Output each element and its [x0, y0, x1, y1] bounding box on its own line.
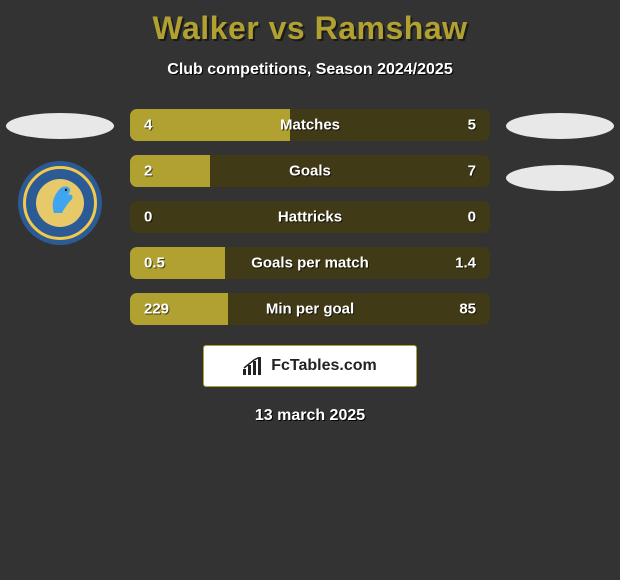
- stat-row: 229 85 Min per goal: [130, 293, 490, 325]
- footer-date: 13 march 2025: [0, 407, 620, 425]
- stat-label: Min per goal: [266, 301, 354, 318]
- stat-label: Goals: [289, 163, 331, 180]
- stat-row: 0.5 1.4 Goals per match: [130, 247, 490, 279]
- right-player-photo-placeholder: [506, 113, 614, 139]
- left-player-photo-placeholder: [6, 113, 114, 139]
- stat-right-value: 0: [468, 209, 476, 226]
- page-title: Walker vs Ramshaw: [0, 10, 620, 47]
- stat-row: 2 7 Goals: [130, 155, 490, 187]
- stat-bars: 4 5 Matches 2 7 Goals 0 0 Hattricks 0.5 1.4 Goals p…: [120, 109, 500, 325]
- linnet-bird-icon: [48, 183, 78, 219]
- stat-right-value: 1.4: [455, 255, 476, 272]
- comparison-infographic: Walker vs Ramshaw Club competitions, Sea…: [0, 10, 620, 580]
- stat-left-value: 2: [144, 163, 152, 180]
- stat-label: Matches: [280, 117, 340, 134]
- brand-text: FcTables.com: [271, 357, 377, 375]
- page-subtitle: Club competitions, Season 2024/2025: [0, 61, 620, 79]
- stat-bar-right: [210, 155, 490, 187]
- right-club-crest-placeholder: [506, 165, 614, 191]
- brand-badge[interactable]: FcTables.com: [203, 345, 417, 387]
- left-player-column: [0, 109, 120, 245]
- left-club-crest: [18, 161, 102, 245]
- stat-bar-left: [130, 155, 210, 187]
- stat-left-value: 0.5: [144, 255, 165, 272]
- stat-right-value: 5: [468, 117, 476, 134]
- stat-left-value: 229: [144, 301, 169, 318]
- stat-left-value: 4: [144, 117, 152, 134]
- main-row: 4 5 Matches 2 7 Goals 0 0 Hattricks 0.5 1.4 Goals p…: [0, 109, 620, 325]
- stat-left-value: 0: [144, 209, 152, 226]
- stat-bar-left: [130, 109, 290, 141]
- stat-row: 4 5 Matches: [130, 109, 490, 141]
- stat-row: 0 0 Hattricks: [130, 201, 490, 233]
- stat-right-value: 85: [459, 301, 476, 318]
- stat-label: Goals per match: [251, 255, 369, 272]
- right-player-column: [500, 109, 620, 191]
- bar-chart-icon: [243, 357, 265, 375]
- stat-right-value: 7: [468, 163, 476, 180]
- stat-label: Hattricks: [278, 209, 342, 226]
